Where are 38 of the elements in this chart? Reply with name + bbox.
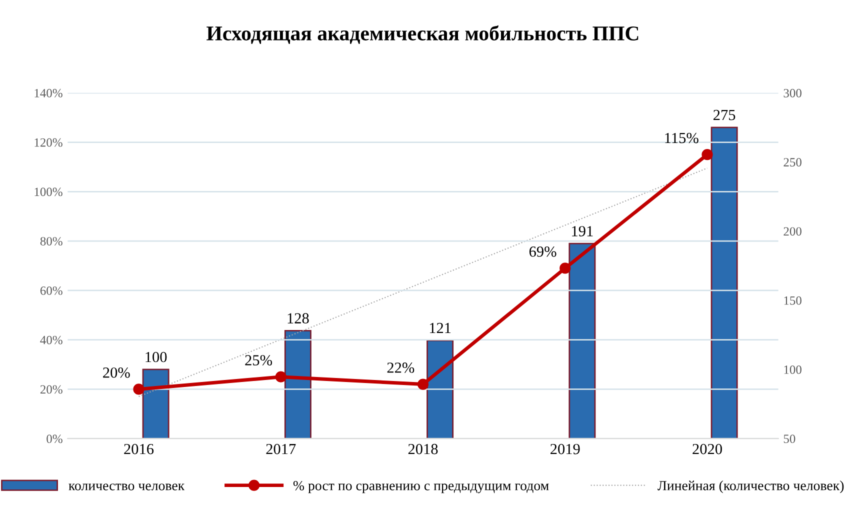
data-label: 128	[288, 313, 309, 324]
y-tick-label: 20%	[40, 385, 62, 394]
y-tick-label: 40%	[40, 336, 62, 344]
data-label: 115%	[665, 132, 698, 144]
y2-tick-label: 200	[784, 227, 802, 236]
y2-tick-label: 50	[784, 434, 796, 444]
point	[133, 384, 144, 395]
y-tick-label: 0%	[46, 434, 62, 444]
point	[560, 262, 571, 274]
y2-tick-label: 300	[784, 88, 802, 98]
data-label: 121	[430, 322, 451, 333]
y-tick-label: 60%	[40, 286, 62, 295]
chart-title: Исходящая академическая мобильность ППС	[206, 25, 638, 44]
y-tick-label: 80%	[40, 237, 62, 246]
data-label: 22%	[387, 362, 414, 373]
data-label: 20%	[103, 367, 130, 378]
data-label: 69%	[529, 246, 556, 257]
data-label: 191	[572, 226, 593, 236]
x-tick-label: 2017	[266, 444, 296, 454]
y-tick-label: 100%	[34, 188, 62, 196]
legend-label: % рост по сравнению с предыдущим годом	[293, 480, 549, 494]
x-tick-label: 2016	[124, 444, 154, 454]
data-label: 25%	[245, 355, 272, 366]
point	[275, 371, 286, 382]
x-tick-label: 2018	[408, 444, 438, 454]
point	[702, 149, 713, 160]
x-tick-label: 2019	[550, 444, 580, 454]
y-tick-label: 120%	[34, 138, 62, 147]
x-tick-label: 2020	[692, 444, 722, 454]
y2-tick-label: 250	[784, 158, 802, 166]
data-label: 275	[714, 110, 736, 120]
legend-label: Линейная (количество человек)	[658, 480, 844, 494]
y-tick-label: 140%	[34, 88, 62, 98]
data-label: 100	[146, 352, 167, 362]
y2-tick-label: 150	[784, 296, 802, 305]
y2-tick-label: 100	[784, 365, 802, 374]
point	[417, 378, 429, 390]
legend-label: количество человек	[68, 484, 185, 490]
